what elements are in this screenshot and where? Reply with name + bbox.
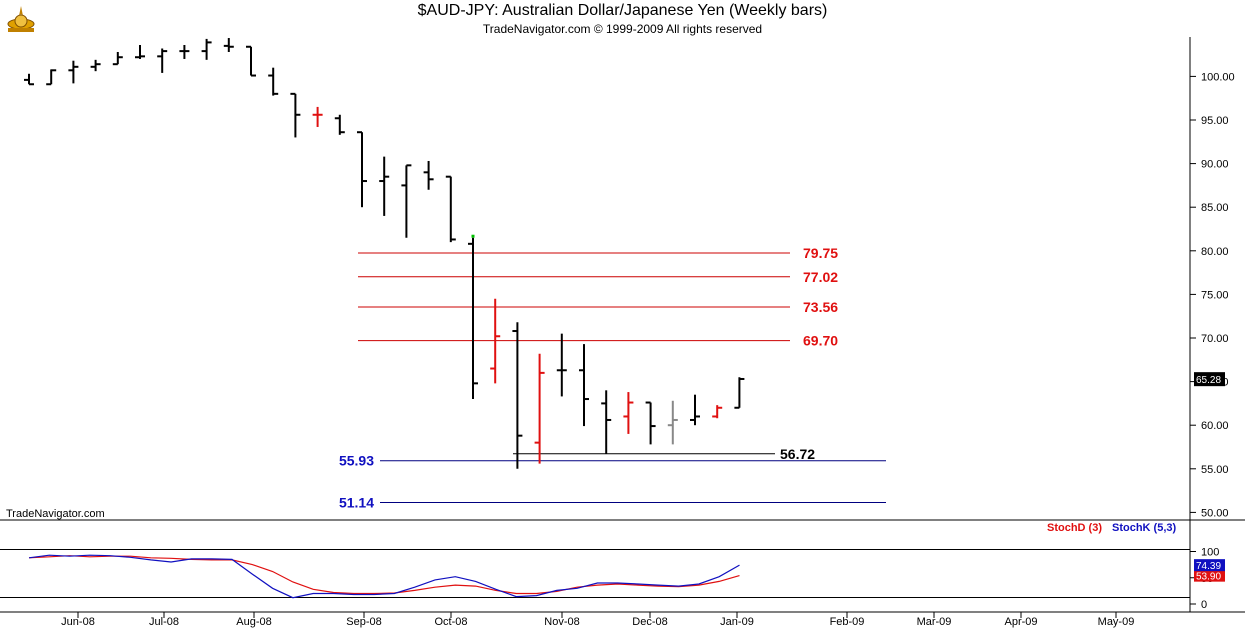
x-tick-label: Oct-08	[434, 616, 467, 628]
level-label: 73.56	[803, 299, 838, 315]
ohlc-bar	[556, 333, 567, 397]
ohlc-bar	[379, 156, 390, 216]
last-price-label: 65.28	[1196, 375, 1221, 386]
ohlc-bar	[645, 401, 656, 445]
ohlc-bar	[223, 38, 234, 52]
ohlc-bar	[68, 60, 79, 84]
x-tick-label: Apr-09	[1004, 616, 1037, 628]
stoch-line	[28, 555, 740, 595]
ohlc-bar	[246, 45, 256, 77]
level-label: 51.14	[339, 494, 374, 510]
ohlc-bar	[46, 69, 57, 86]
ohlc-bar	[312, 106, 323, 127]
level-label: 77.02	[803, 269, 838, 285]
ohlc-bar	[357, 131, 367, 208]
x-tick-label: Dec-08	[632, 616, 667, 628]
price-panel: 100.0095.0090.0085.0080.0075.0070.0065.0…	[24, 38, 1235, 519]
ohlc-bar	[445, 175, 456, 243]
ohlc-bar	[179, 45, 190, 59]
level-label: 69.70	[803, 333, 838, 349]
ohlc-bar	[712, 405, 723, 419]
ohlc-bar	[401, 164, 412, 238]
stoch-last-badge	[1194, 559, 1225, 572]
ohlc-bar	[90, 59, 101, 72]
stoch-last-badge	[1194, 569, 1225, 582]
level-label: 79.75	[803, 245, 838, 261]
y-tick-label: 80.00	[1201, 246, 1229, 258]
stoch-y-tick-label: 100	[1201, 547, 1219, 559]
ohlc-bar	[579, 344, 589, 427]
credit-label: TradeNavigator.com	[6, 508, 105, 520]
ohlc-bar	[201, 38, 212, 60]
x-tick-label: Jun-08	[61, 616, 95, 628]
signal-marker	[471, 234, 475, 238]
ohlc-bar	[490, 298, 501, 384]
ohlc-bar	[157, 48, 168, 73]
x-tick-label: Sep-08	[346, 616, 381, 628]
ohlc-bar	[512, 322, 523, 469]
chart-subtitle: TradeNavigator.com © 1999-2009 All right…	[482, 22, 763, 36]
level-label: 56.72	[780, 446, 815, 462]
stoch-last-label: 53.90	[1196, 572, 1221, 583]
ohlc-bar	[601, 390, 612, 454]
y-tick-label: 85.00	[1201, 202, 1229, 214]
y-tick-label: 100.00	[1201, 71, 1235, 83]
ohlc-bar	[268, 67, 279, 96]
x-tick-label: Nov-08	[544, 616, 579, 628]
ohlc-bar	[667, 400, 678, 445]
level-label: 55.93	[339, 453, 374, 469]
y-tick-label: 90.00	[1201, 159, 1229, 171]
ohlc-bar	[623, 392, 634, 434]
legend-entry: StochK (5,3)	[1112, 522, 1177, 534]
last-price-badge	[1194, 372, 1225, 387]
ohlc-bar	[534, 353, 545, 464]
ohlc-bar	[334, 114, 345, 135]
x-tick-label: Jan-09	[720, 616, 754, 628]
y-tick-label: 70.00	[1201, 333, 1229, 345]
legend-entry: StochD (3)	[1047, 522, 1102, 534]
stoch-y-tick-label: 0	[1201, 599, 1207, 611]
y-tick-label: 55.00	[1201, 464, 1229, 476]
x-tick-label: Feb-09	[830, 616, 865, 628]
ohlc-bar	[290, 92, 301, 138]
ohlc-bar	[112, 51, 123, 66]
ohlc-bar	[423, 160, 434, 190]
chart-title: $AUD-JPY: Australian Dollar/Japanese Yen…	[417, 2, 828, 19]
stoch-last-label: 74.39	[1196, 561, 1221, 572]
ohlc-bar	[690, 394, 700, 426]
logo-icon	[4, 4, 38, 36]
y-tick-label: 50.00	[1201, 507, 1229, 519]
x-tick-label: Aug-08	[236, 616, 271, 628]
x-tick-label: Jul-08	[149, 616, 179, 628]
y-tick-label: 75.00	[1201, 289, 1229, 301]
stoch-line	[28, 554, 740, 599]
x-tick-label: Mar-09	[917, 616, 952, 628]
y-tick-label: 60.00	[1201, 420, 1229, 432]
x-tick-label: May-09	[1098, 616, 1135, 628]
y-tick-label: 95.00	[1201, 115, 1229, 127]
ohlc-bar	[468, 237, 478, 400]
ohlc-bar	[734, 377, 745, 409]
ohlc-bar	[135, 45, 145, 59]
ohlc-bar	[24, 73, 34, 86]
